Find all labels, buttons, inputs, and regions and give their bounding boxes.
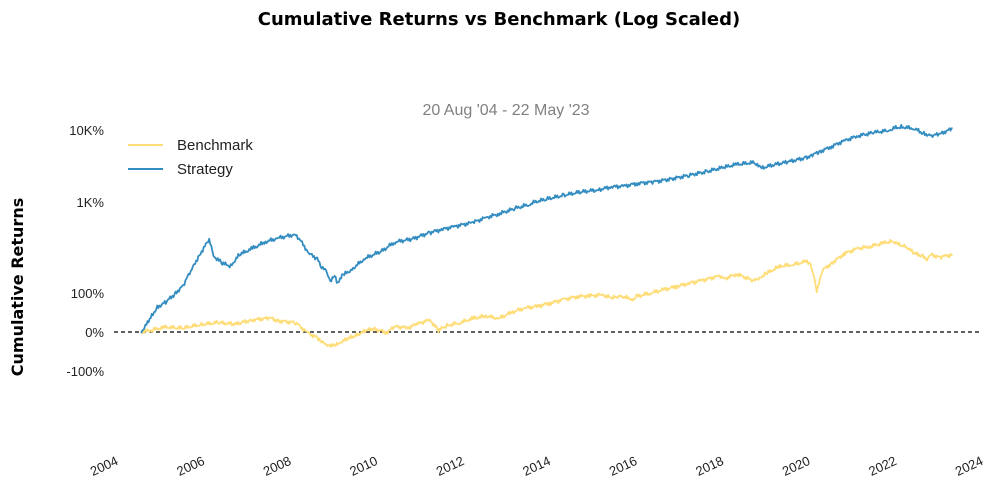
series-lines	[140, 124, 953, 348]
series-line-benchmark	[140, 238, 953, 348]
y-tick-label: 1K%	[77, 195, 105, 210]
legend-label-strategy: Strategy	[177, 161, 233, 178]
y-axis-label: Cumulative Returns	[8, 198, 27, 376]
y-tick-label: 0%	[85, 325, 104, 340]
chart-title: Cumulative Returns vs Benchmark (Log Sca…	[258, 9, 741, 30]
series-line-strategy	[140, 124, 953, 334]
y-tick-label: 10K%	[69, 123, 104, 138]
chart-legend: Benchmark Strategy	[128, 137, 253, 178]
chart-subtitle: 20 Aug '04 - 22 May '23	[422, 102, 589, 119]
y-tick-label: -100%	[66, 364, 104, 379]
legend-label-benchmark: Benchmark	[177, 137, 253, 154]
y-tick-labels: 10K% 1K% 100% 0% -100%	[66, 123, 104, 379]
y-tick-label: 100%	[71, 286, 105, 301]
